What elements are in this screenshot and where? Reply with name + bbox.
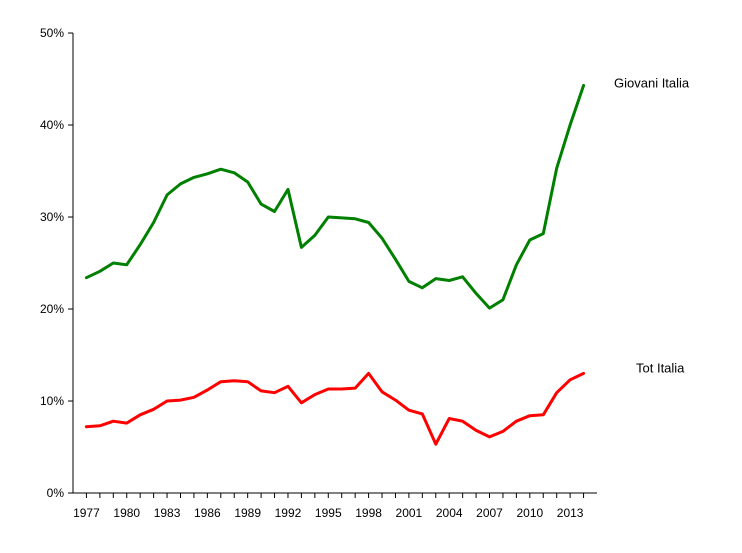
x-tick-label: 1992 <box>275 506 302 520</box>
x-axis-ticks: 1977 1980 1983 1986 1989 1992 1995 1998 2001 2004… <box>73 493 585 520</box>
axes <box>72 33 597 494</box>
y-tick-label: 50% <box>40 26 64 40</box>
series-label-1: Tot Italia <box>636 360 685 375</box>
x-tick-label: 1989 <box>234 506 261 520</box>
series-lines <box>84 83 586 446</box>
y-tick-label: 30% <box>40 210 64 224</box>
series-labels: Giovani Italia Tot Italia <box>614 75 690 375</box>
series-label-0: Giovani Italia <box>614 75 690 90</box>
x-tick-label: 2007 <box>476 506 503 520</box>
series-line-0 <box>84 83 586 310</box>
y-tick-label: 0% <box>47 486 65 500</box>
x-tick-label: 1983 <box>154 506 181 520</box>
x-tick-label: 2013 <box>557 506 584 520</box>
y-tick-label: 40% <box>40 118 64 132</box>
x-tick-label: 1998 <box>355 506 382 520</box>
x-tick-label: 1986 <box>194 506 221 520</box>
y-axis-ticks: 0% 10% 20% 30% 40% 50% <box>40 26 73 500</box>
x-tick-label: 1995 <box>315 506 342 520</box>
x-tick-label: 2010 <box>516 506 543 520</box>
x-tick-label: 1977 <box>73 506 100 520</box>
y-tick-label: 20% <box>40 302 64 316</box>
series-line-1 <box>84 371 586 446</box>
x-tick-label: 2004 <box>436 506 463 520</box>
x-tick-label: 2001 <box>396 506 423 520</box>
x-tick-label: 1980 <box>113 506 140 520</box>
y-tick-label: 10% <box>40 394 64 408</box>
